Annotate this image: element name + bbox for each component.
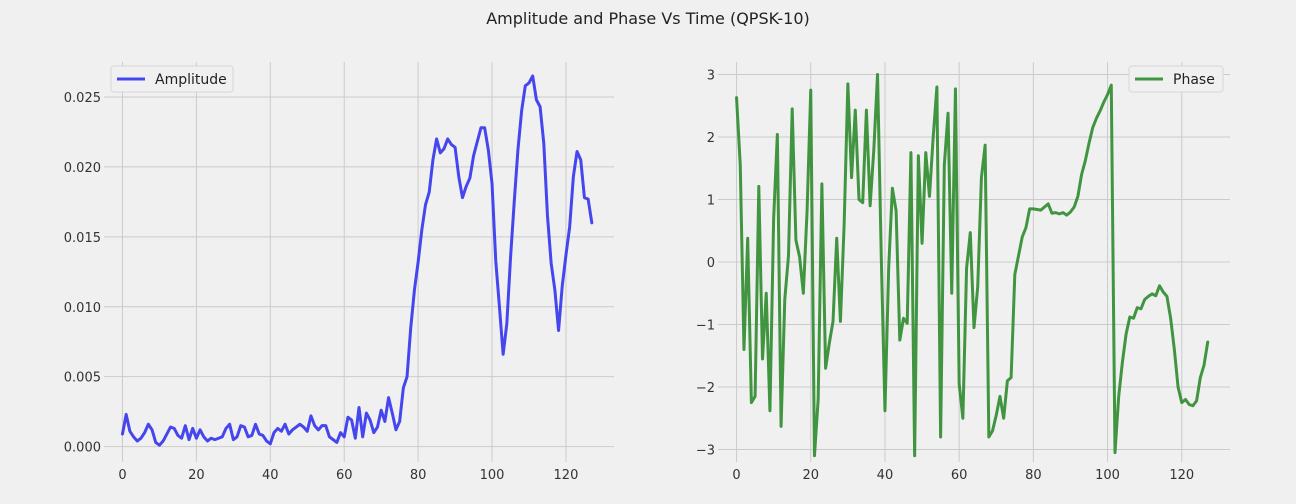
y-tick-label: 0.015 (64, 231, 101, 246)
x-tick-label: 120 (1169, 468, 1194, 483)
series-line-amplitude (120, 74, 594, 447)
x-tick-label: 80 (410, 468, 427, 483)
legend-box (1128, 65, 1224, 93)
y-tick-label: −2 (696, 381, 715, 396)
y-tick-label: −3 (696, 444, 715, 459)
x-tick-label: 0 (732, 468, 740, 483)
x-tick-label: 100 (1095, 468, 1120, 483)
x-tick-label: 60 (336, 468, 353, 483)
y-tick-label: −1 (696, 319, 715, 334)
x-tick-label: 100 (480, 468, 505, 483)
y-tick-label: 0.020 (64, 161, 101, 176)
y-tick-label: 0.000 (64, 441, 101, 456)
legend-label: Phase (1173, 72, 1215, 88)
x-tick-label: 20 (188, 468, 205, 483)
x-tick-label: 60 (951, 468, 968, 483)
y-tick-label: 3 (707, 69, 715, 84)
legend-box (110, 65, 234, 93)
y-tick-label: 0.010 (64, 301, 101, 316)
series-line-phase (735, 73, 1210, 458)
y-tick-label: 0 (707, 256, 715, 271)
amplitude-chart: 0 20 40 60 80 100 120 0.000 0.005 0.010 0.015 0.020… (64, 62, 614, 483)
legend: Phase (1128, 65, 1224, 93)
legend-label: Amplitude (155, 72, 227, 88)
x-tick-label: 20 (802, 468, 819, 483)
x-tick-label: 120 (554, 468, 579, 483)
figure-title: Amplitude and Phase Vs Time (QPSK-10) (486, 9, 810, 28)
y-tick-label: 0.025 (64, 91, 101, 106)
y-tick-label: 0.005 (64, 371, 101, 386)
y-tick-label: 1 (707, 194, 715, 209)
x-tick-label: 40 (262, 468, 279, 483)
phase-chart: 0 20 40 60 80 100 120 −3 −2 −1 0 1 2 3 Phase (696, 62, 1230, 483)
y-tick-label: 2 (707, 131, 715, 146)
x-tick-label: 0 (118, 468, 126, 483)
legend: Amplitude (110, 65, 234, 93)
x-tick-label: 40 (877, 468, 894, 483)
x-tick-label: 80 (1025, 468, 1042, 483)
